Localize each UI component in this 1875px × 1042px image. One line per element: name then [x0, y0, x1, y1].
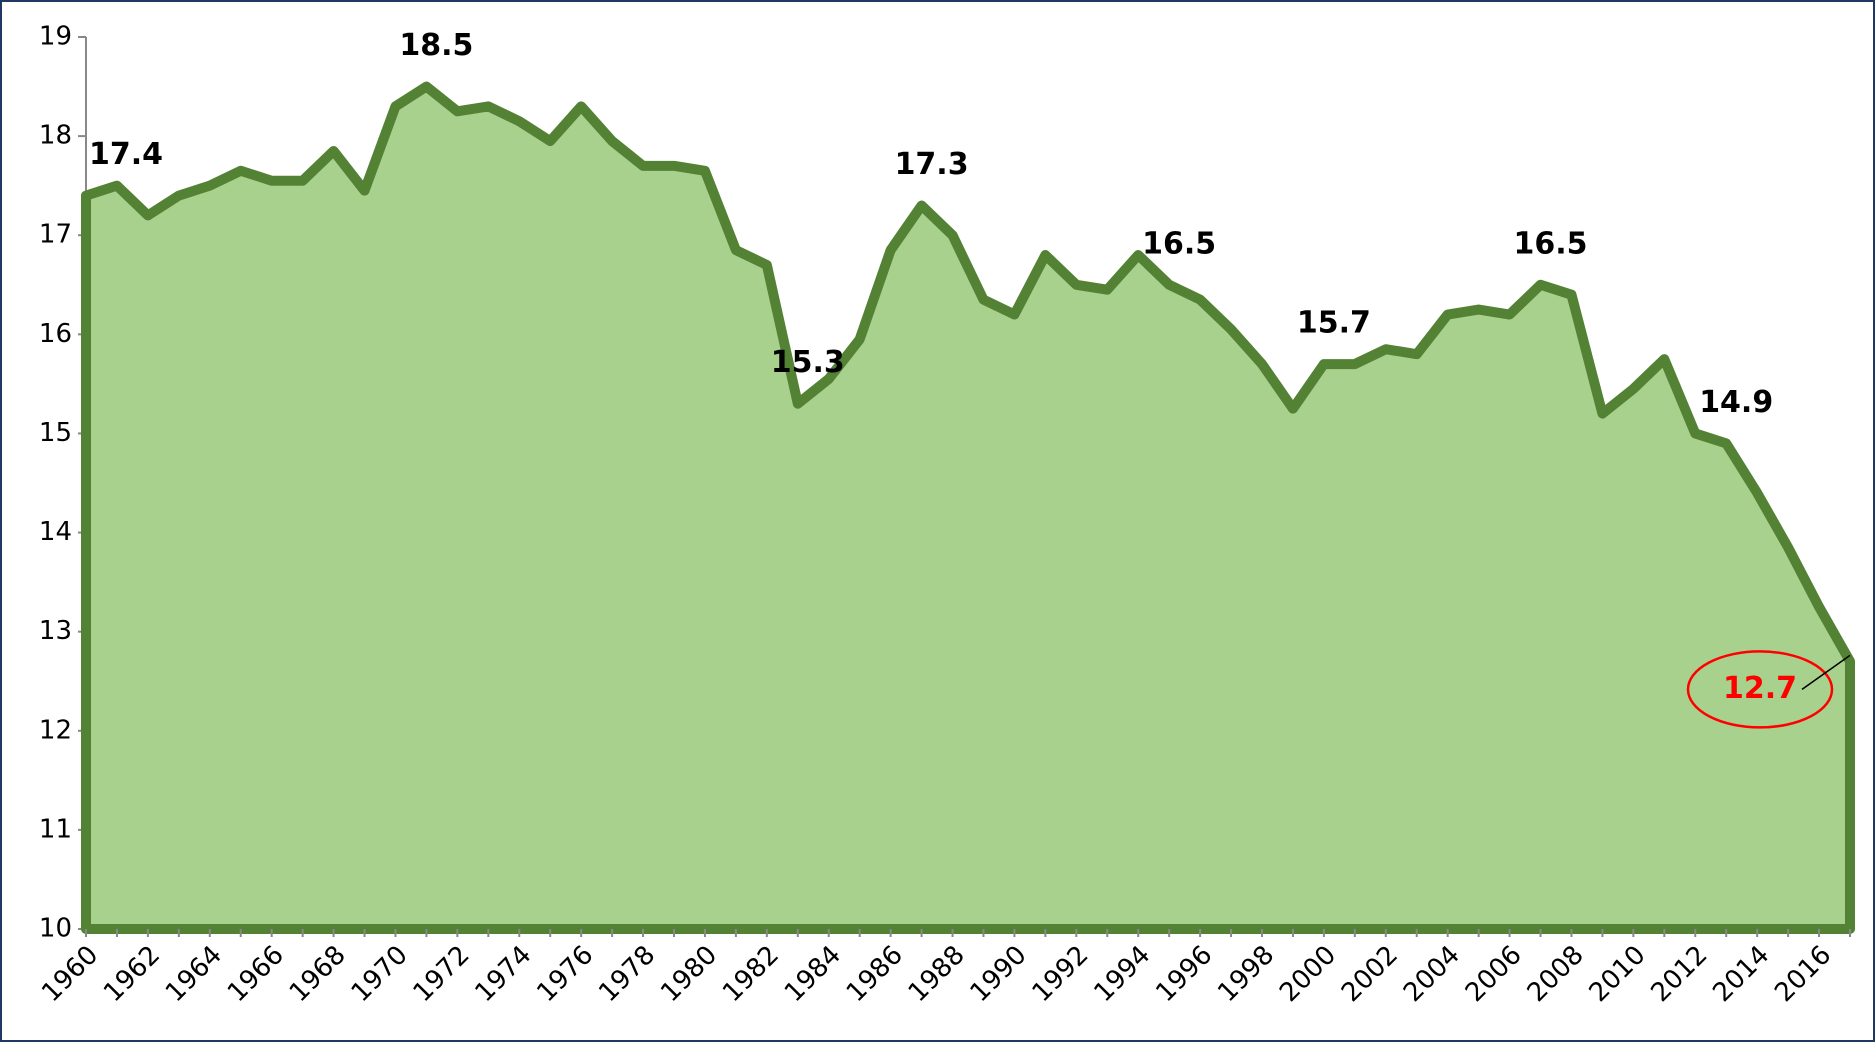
y-tick-label: 18 [39, 121, 72, 151]
x-tick-label: 1992 [1027, 940, 1095, 1008]
value-label: 17.4 [89, 137, 163, 172]
x-tick-label: 2012 [1646, 940, 1714, 1008]
y-tick-label: 17 [39, 220, 72, 250]
x-tick-label: 1964 [160, 940, 228, 1008]
x-tick-label: 1988 [903, 940, 971, 1008]
x-tick-label: 1980 [655, 940, 723, 1008]
area [81, 81, 1855, 934]
x-tick-label: 1966 [222, 940, 290, 1008]
value-label: 12.7 [1723, 671, 1797, 706]
x-tick-label: 2010 [1584, 940, 1652, 1008]
x-tick-label: 1996 [1150, 940, 1218, 1008]
value-label: 18.5 [399, 28, 473, 63]
y-tick-label: 19 [39, 22, 72, 52]
x-tick-label: 1972 [408, 940, 476, 1008]
value-label: 16.5 [1514, 226, 1588, 261]
x-tick-label: 2002 [1336, 940, 1404, 1008]
x-tick-label: 2016 [1769, 940, 1837, 1008]
y-tick-label: 12 [39, 715, 72, 745]
y-tick-label: 16 [39, 319, 72, 349]
y-tick-label: 13 [39, 616, 72, 646]
y-tick-label: 14 [39, 517, 72, 547]
x-tick-label: 1986 [841, 940, 909, 1008]
x-tick-label: 1978 [593, 940, 661, 1008]
x-tick-label: 2008 [1522, 940, 1590, 1008]
y-tick-label: 10 [39, 914, 72, 944]
x-tick-label: 1998 [1212, 940, 1280, 1008]
x-tick-label: 1984 [779, 940, 847, 1008]
x-tick-label: 1960 [36, 940, 104, 1008]
x-tick-label: 1968 [284, 940, 352, 1008]
x-tick-label: 2000 [1274, 940, 1342, 1008]
x-tick-label: 2004 [1398, 940, 1466, 1008]
x-tick-label: 1994 [1088, 940, 1156, 1008]
x-tick-label: 1974 [470, 940, 538, 1008]
value-label: 15.3 [771, 345, 845, 380]
value-label: 14.9 [1699, 385, 1773, 420]
x-tick-label: 1962 [98, 940, 166, 1008]
x-tick-label: 1982 [717, 940, 785, 1008]
value-label: 16.5 [1142, 226, 1216, 261]
value-label: 15.7 [1297, 306, 1371, 341]
x-tick-label: 1970 [346, 940, 414, 1008]
x-tick-label: 2014 [1707, 940, 1775, 1008]
x-tick-label: 2006 [1460, 940, 1528, 1008]
highlight-ring [1686, 650, 1834, 729]
value-label: 17.3 [895, 147, 969, 182]
y-tick-label: 11 [39, 814, 72, 844]
leader-line [1801, 654, 1851, 691]
x-tick-label: 1990 [965, 940, 1033, 1008]
y-tick-label: 15 [39, 418, 72, 448]
x-tick-label: 1976 [531, 940, 599, 1008]
